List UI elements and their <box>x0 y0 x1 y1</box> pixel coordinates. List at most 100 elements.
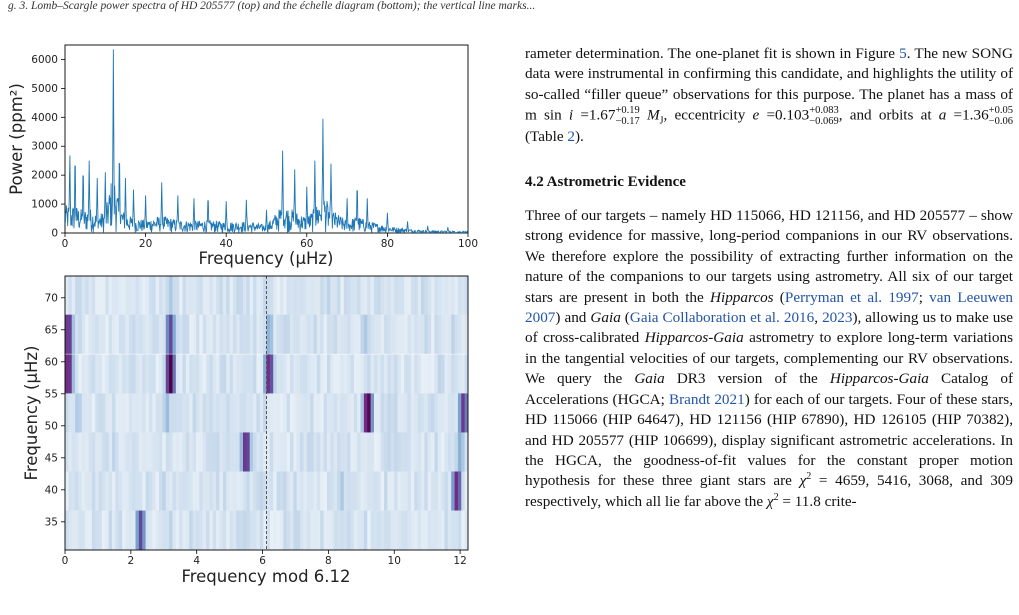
echelle-cell <box>192 510 197 550</box>
echelle-cell <box>138 393 143 433</box>
echelle-cell <box>316 354 321 394</box>
citation-perryman-1997[interactable]: Perryman et al. 1997 <box>784 288 919 306</box>
echelle-cell <box>390 314 395 354</box>
echelle-cell <box>125 471 130 511</box>
echelle-cell <box>337 314 341 354</box>
echelle-cell <box>142 276 147 315</box>
echelle-cell <box>236 314 241 354</box>
echelle-cell <box>461 314 466 354</box>
figure-5-link[interactable]: 5 <box>899 45 907 62</box>
echelle-cell <box>216 354 221 394</box>
citation-gaia-2023[interactable]: 2023 <box>822 309 853 327</box>
echelle-cell <box>219 276 224 315</box>
echelle-cell <box>447 510 452 550</box>
citation-brandt-2021[interactable]: Brandt 2021 <box>668 390 745 408</box>
echelle-cell <box>410 354 415 394</box>
power-spectrum-ytick-label: 1000 <box>31 199 58 211</box>
echelle-cell <box>266 471 271 511</box>
echelle-cell <box>424 432 429 472</box>
echelle-cell <box>276 432 281 472</box>
echelle-cell <box>343 354 348 394</box>
echelle-cell <box>316 276 321 315</box>
echelle-cell <box>222 471 227 511</box>
echelle-cell <box>138 471 143 511</box>
echelle-cell <box>148 354 153 394</box>
echelle-cell <box>407 354 412 394</box>
echelle-cell <box>115 354 120 394</box>
echelle-cell <box>91 354 96 394</box>
echelle-cell <box>112 314 116 354</box>
echelle-cell <box>105 314 110 354</box>
table-2-link[interactable]: 2 <box>567 128 575 146</box>
echelle-cell <box>212 510 217 550</box>
echelle-cell <box>135 354 140 394</box>
echelle-cell <box>293 471 298 511</box>
echelle-cell <box>427 510 432 550</box>
echelle-cell <box>394 393 399 433</box>
echelle-cell <box>300 393 305 433</box>
echelle-cell <box>249 393 254 433</box>
echelle-cell <box>323 393 328 433</box>
echelle-cell <box>441 471 446 511</box>
echelle-cell <box>461 354 466 394</box>
echelle-cell <box>427 471 432 511</box>
echelle-cell <box>363 510 368 550</box>
text-run: , and orbits at <box>838 106 939 124</box>
echelle-cell <box>65 471 69 511</box>
echelle-cell <box>417 276 422 315</box>
echelle-cell <box>293 276 298 315</box>
echelle-cell <box>333 276 338 315</box>
echelle-cell <box>360 510 365 550</box>
echelle-cell <box>65 314 69 354</box>
echelle-cell <box>101 314 106 354</box>
echelle-cell <box>209 510 214 550</box>
echelle-cell <box>202 276 207 315</box>
echelle-cell <box>165 354 170 394</box>
echelle-cell <box>434 354 439 394</box>
echelle-cell <box>457 471 462 511</box>
echelle-cell <box>326 276 331 315</box>
section-heading: 4.2 Astrometric Evidence <box>525 173 686 190</box>
echelle-cell <box>400 510 405 550</box>
echelle-cell <box>286 276 291 315</box>
echelle-cell <box>387 510 392 550</box>
echelle-cell <box>135 432 140 472</box>
echelle-cell <box>300 354 305 394</box>
chi-superscript: 2 <box>806 471 812 483</box>
echelle-cell <box>350 393 355 433</box>
echelle-cell <box>296 393 301 433</box>
echelle-cell <box>88 393 93 433</box>
echelle-cell <box>303 354 308 394</box>
power-spectrum-xtick-label: 80 <box>381 238 394 250</box>
echelle-cell <box>373 314 378 354</box>
echelle-cell <box>219 432 224 472</box>
echelle-cell <box>95 510 100 550</box>
echelle-cell <box>410 276 415 315</box>
echelle-cell <box>95 471 100 511</box>
echelle-cell <box>138 354 143 394</box>
power-spectrum-xtick-label: 40 <box>220 238 233 250</box>
citation-gaia-2016[interactable]: Gaia Collaboration et al. 2016 <box>629 309 815 327</box>
echelle-cell <box>363 276 368 315</box>
echelle-cell <box>384 510 388 550</box>
echelle-cell <box>323 276 328 315</box>
echelle-cell <box>273 471 278 511</box>
echelle-cell <box>394 471 399 511</box>
echelle-cell <box>380 314 385 354</box>
echelle-cell <box>75 354 80 394</box>
eccentricity-error-down: −0.069 <box>809 116 839 128</box>
echelle-cell <box>256 354 261 394</box>
echelle-cell <box>370 471 375 511</box>
echelle-cell <box>276 393 281 433</box>
echelle-panel: 0 2 4 6 8 10 12 35 40 45 50 55 60 65 70 Frequency mod… <box>22 275 469 586</box>
echelle-cell <box>316 510 321 550</box>
citation-van-leeuwen-2007[interactable]: van Leeuwen 2007 <box>525 288 1013 327</box>
echelle-cell <box>78 354 83 394</box>
echelle-cell <box>71 393 76 433</box>
echelle-cell <box>444 432 449 472</box>
echelle-cell <box>447 314 452 354</box>
chi-symbol: χ <box>766 492 774 510</box>
power-spectrum-ytick-label: 6000 <box>31 54 58 66</box>
text-run: ( <box>773 288 785 306</box>
echelle-cell <box>169 432 174 472</box>
